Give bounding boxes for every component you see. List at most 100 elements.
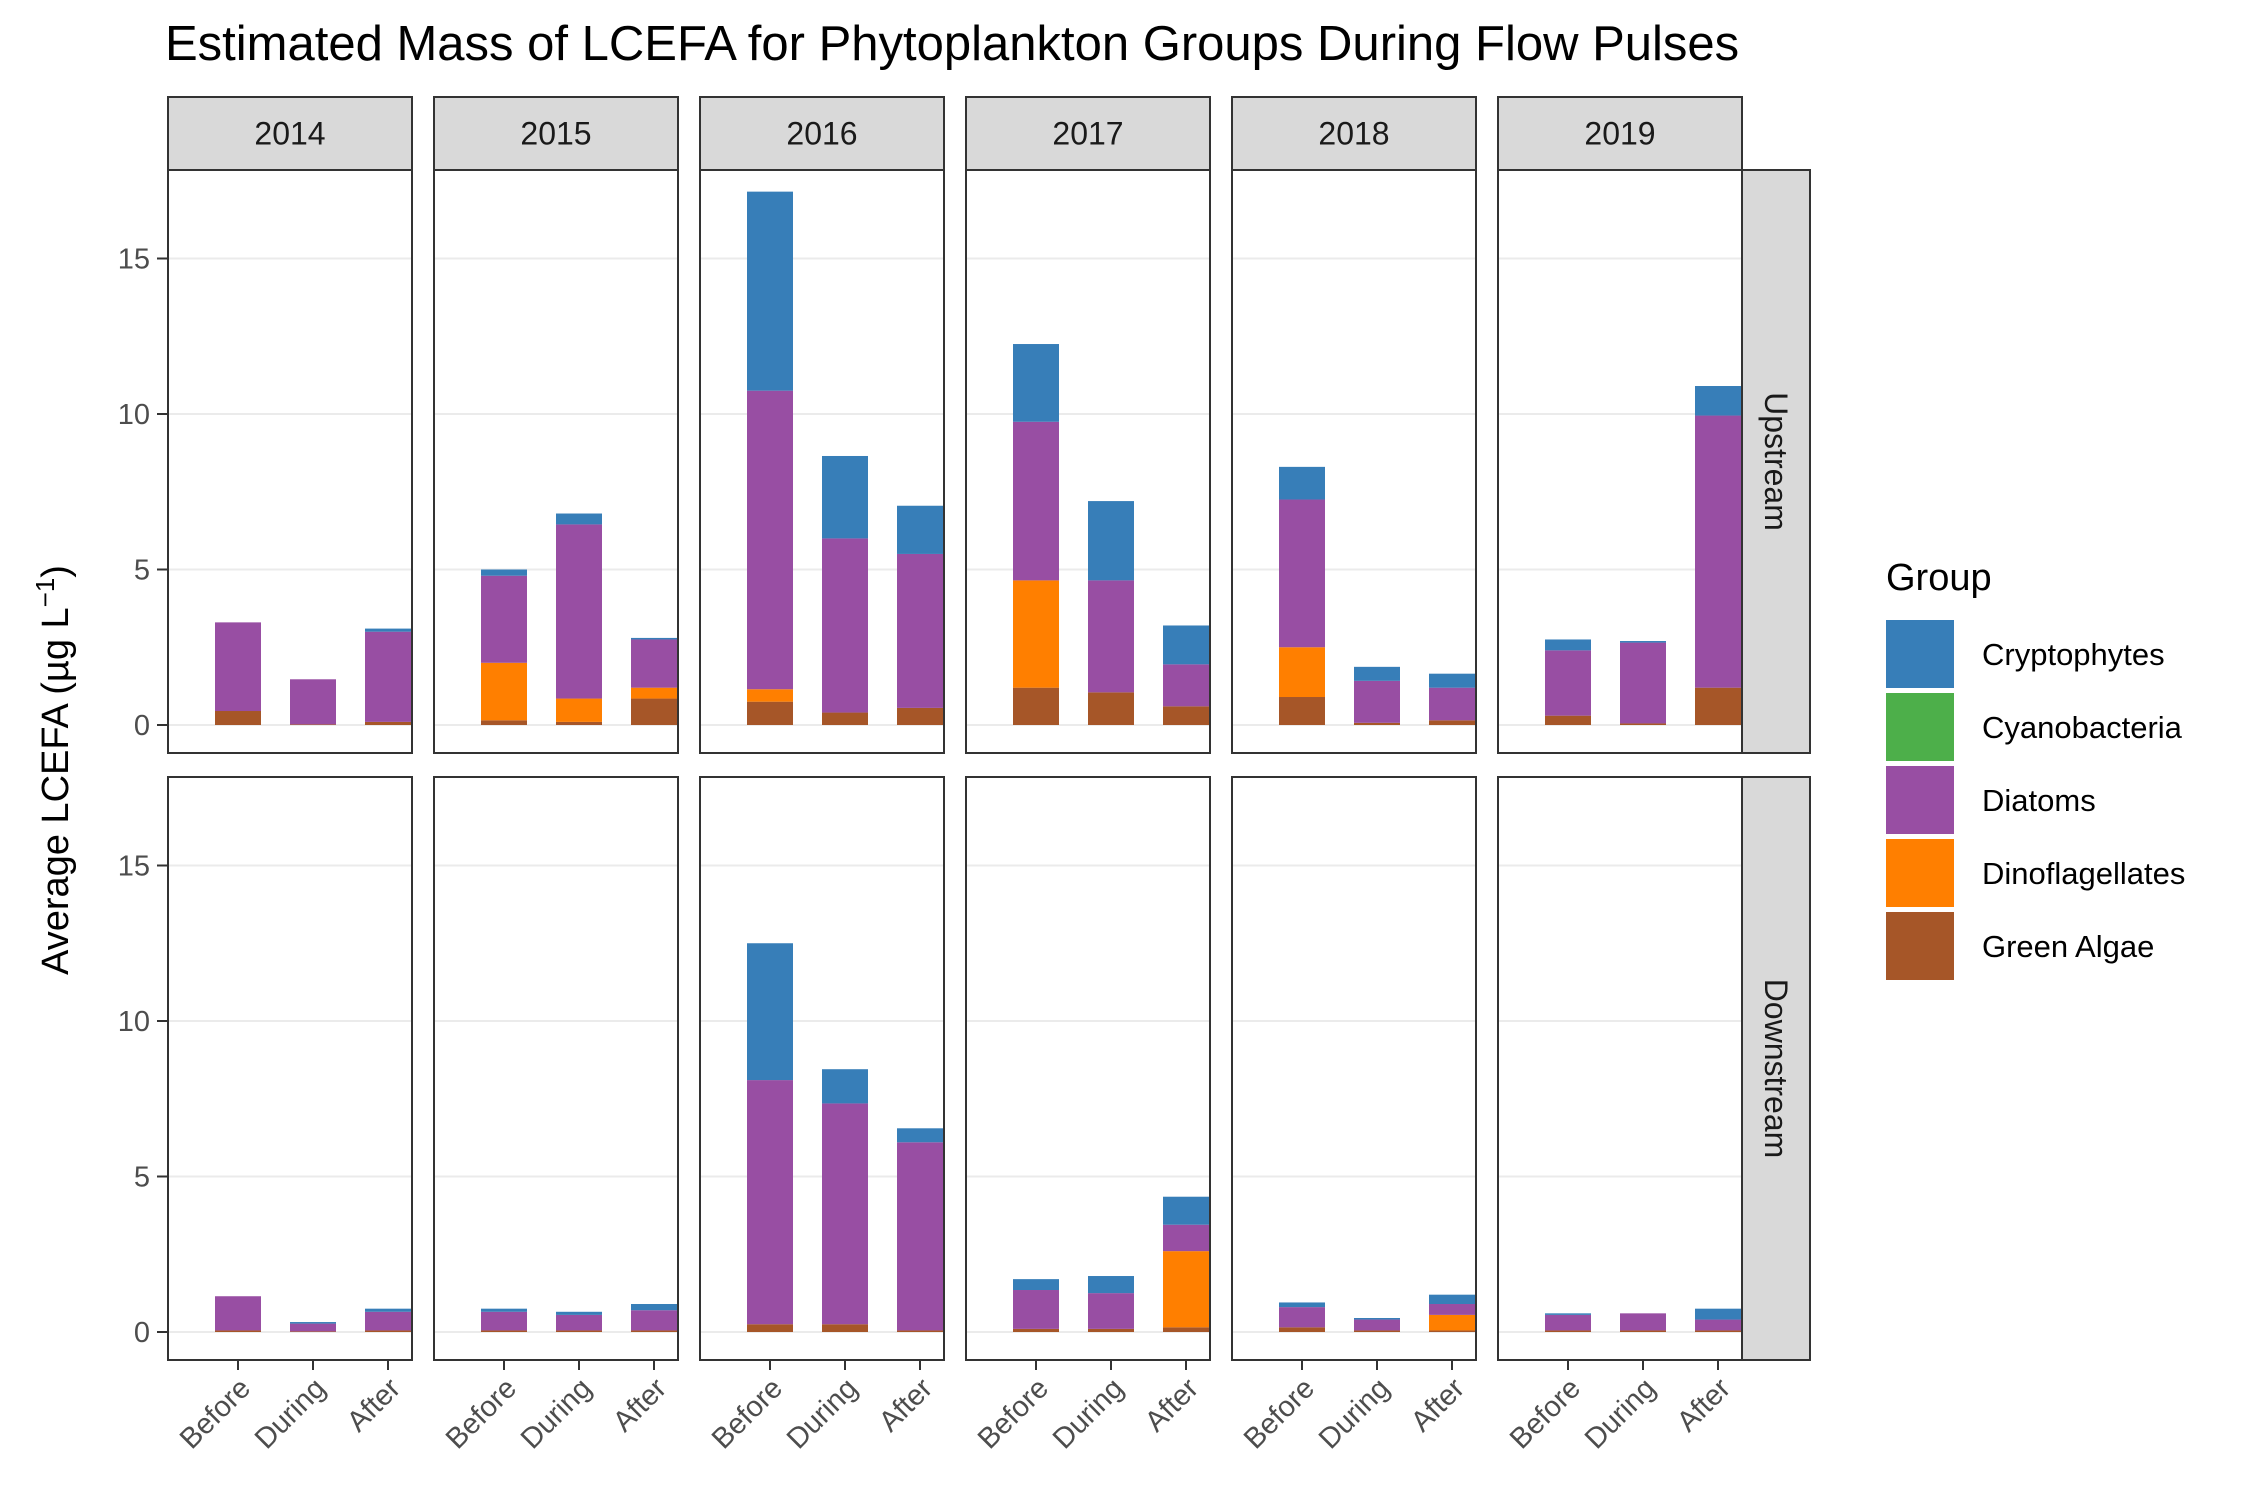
- bar-before: [215, 622, 261, 725]
- bar-segment-diatoms: [215, 1296, 261, 1331]
- bar-segment-diatoms: [1013, 1290, 1059, 1329]
- bar-segment-diatoms: [1429, 687, 1475, 721]
- bar-segment-green-algae: [1163, 1327, 1209, 1332]
- y-axis-title-main: Average LCEFA (µg L: [35, 607, 77, 975]
- y-tick-label: 0: [134, 1317, 150, 1349]
- bar-during: [1620, 641, 1666, 725]
- bar-during: [822, 455, 868, 725]
- bar-segment-cryptophytes: [1013, 344, 1059, 422]
- bar-during: [290, 1322, 336, 1332]
- bar-segment-diatoms: [1354, 1319, 1400, 1331]
- bar-segment-diatoms: [1279, 1307, 1325, 1328]
- bar-segment-dinoflagellates: [631, 687, 677, 699]
- facet-strip-2019: [1497, 96, 1743, 171]
- bar-after: [1695, 1308, 1741, 1332]
- bar-segment-diatoms: [1695, 1319, 1741, 1331]
- bar-segment-green-algae: [1695, 687, 1741, 725]
- bar-segment-cryptophytes: [1429, 1294, 1475, 1305]
- bar-segment-diatoms: [290, 1323, 336, 1332]
- bar-segment-diatoms: [897, 553, 943, 708]
- bar-segment-diatoms: [481, 575, 527, 663]
- bar-segment-cryptophytes: [897, 1128, 943, 1143]
- y-axis-title-close: ): [35, 565, 77, 578]
- bar-before: [1545, 639, 1591, 725]
- panel-upstream-2017: 2017: [965, 96, 1211, 754]
- bar-segment-diatoms: [631, 639, 677, 688]
- bar-during: [556, 1311, 602, 1332]
- legend-title: Group: [1886, 557, 1992, 599]
- facet-strip-2015: [433, 96, 679, 171]
- bar-segment-diatoms: [1620, 642, 1666, 724]
- bar-before: [1279, 1302, 1325, 1332]
- facet-strip-label: Upstream: [1758, 392, 1794, 531]
- legend: Group Cryptophytes Cyanobacteria Diatoms Din…: [1886, 557, 2185, 980]
- bar-during: [1620, 1313, 1666, 1332]
- bar-segment-diatoms: [481, 1311, 527, 1331]
- panel-border: [699, 776, 945, 1361]
- bar-segment-green-algae: [1354, 1330, 1400, 1332]
- bar-before: [747, 191, 793, 725]
- bar-segment-green-algae: [1620, 723, 1666, 725]
- bar-segment-green-algae: [290, 1331, 336, 1332]
- bar-segment-green-algae: [747, 701, 793, 725]
- bar-segment-green-algae: [631, 1330, 677, 1332]
- bar-during: [1354, 1318, 1400, 1332]
- panel-upstream-2015: 2015: [433, 96, 679, 754]
- bar-segment-diatoms: [1088, 580, 1134, 693]
- bar-segment-green-algae: [1013, 1328, 1059, 1332]
- bar-segment-diatoms: [290, 679, 336, 725]
- bar-segment-dinoflagellates: [1013, 580, 1059, 688]
- bar-before: [1545, 1313, 1591, 1332]
- bar-during: [822, 1069, 868, 1332]
- panel-border: [1231, 776, 1477, 1361]
- bar-segment-cryptophytes: [1279, 1302, 1325, 1308]
- bar-before: [1279, 466, 1325, 725]
- facet-row-upstream: 0 5 10 15 2014 2015 2016 2017 2018 2019 Upstream: [118, 96, 1811, 754]
- bar-segment-diatoms: [215, 622, 261, 712]
- bar-segment-diatoms: [1354, 680, 1400, 723]
- bar-before: [481, 1308, 527, 1332]
- bar-segment-dinoflagellates: [481, 662, 527, 721]
- bar-segment-green-algae: [215, 1330, 261, 1332]
- legend-item-diatoms: Diatoms: [1886, 766, 2096, 834]
- y-tick-label: 5: [134, 1162, 150, 1194]
- y-axis-title-superscript: −1: [30, 578, 60, 608]
- panel-background: [1498, 777, 1742, 1360]
- y-tick-label: 15: [118, 244, 150, 276]
- bar-segment-diatoms: [1620, 1313, 1666, 1331]
- legend-item-cryptophytes: Cryptophytes: [1886, 620, 2165, 688]
- legend-label: Cyanobacteria: [1982, 710, 2183, 745]
- bar-before: [481, 569, 527, 725]
- bar-during: [290, 679, 336, 725]
- legend-swatch: [1886, 693, 1954, 761]
- bar-after: [1429, 1294, 1475, 1332]
- legend-item-cyanobacteria: Cyanobacteria: [1886, 693, 2183, 761]
- bar-before: [1013, 344, 1059, 725]
- bar-after: [1429, 673, 1475, 725]
- bar-segment-cryptophytes: [1354, 1318, 1400, 1320]
- facet-strip-label: 2018: [1318, 116, 1389, 152]
- bar-segment-cryptophytes: [1545, 639, 1591, 651]
- panel-background: [168, 777, 412, 1360]
- facet-strip-label: 2014: [254, 116, 325, 152]
- legend-label: Dinoflagellates: [1982, 856, 2185, 891]
- bar-segment-green-algae: [365, 1330, 411, 1332]
- bar-segment-green-algae: [1429, 720, 1475, 725]
- bar-segment-cryptophytes: [556, 513, 602, 525]
- panel-upstream-2019: 2019: [1497, 96, 1743, 754]
- panel-border: [965, 776, 1211, 1361]
- y-axis-title: Average LCEFA (µg L−1): [30, 565, 77, 975]
- panel-border: [433, 776, 679, 1361]
- bar-segment-cryptophytes: [1545, 1313, 1591, 1315]
- y-tick-label: 15: [118, 851, 150, 883]
- bar-segment-cryptophytes: [481, 569, 527, 576]
- y-tick-label: 5: [134, 555, 150, 587]
- legend-item-green-algae: Green Algae: [1886, 912, 2154, 980]
- bar-segment-diatoms: [822, 1103, 868, 1325]
- bar-before: [215, 1296, 261, 1332]
- bar-segment-green-algae: [1088, 692, 1134, 725]
